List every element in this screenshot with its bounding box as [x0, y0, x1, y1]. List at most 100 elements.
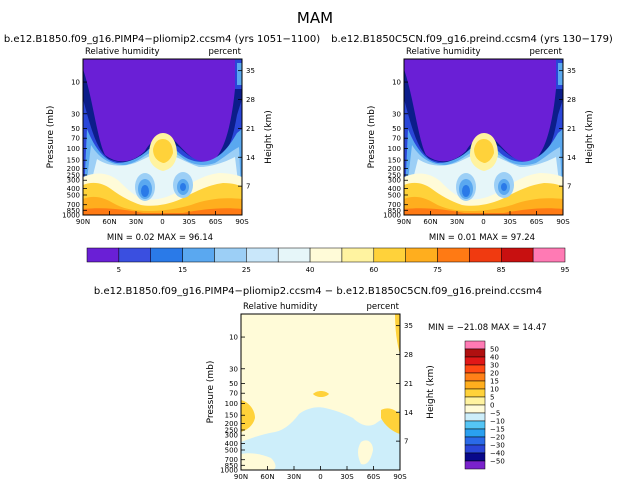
x-tick-label: 0 — [318, 473, 322, 481]
colorbar-difference-label: −20 — [490, 434, 505, 442]
colorbar-absolute-swatch — [469, 247, 502, 263]
y-tick-label: 100 — [225, 400, 238, 408]
panel-c-minmax: MIN = −21.08 MAX = 14.47 — [428, 323, 547, 333]
panel-b-right-label: percent — [529, 47, 562, 57]
colorbar-difference-label: 20 — [490, 370, 499, 378]
colorbar-absolute-swatch — [532, 247, 566, 263]
y-tick-label: 500 — [67, 191, 80, 199]
colorbar-absolute-swatch — [118, 247, 151, 263]
colorbar-absolute-label: 95 — [561, 266, 570, 274]
colorbar-absolute-swatch — [373, 247, 406, 263]
colorbar-difference-label: −10 — [490, 418, 505, 426]
panel-b-xaxis: 90N 60N 30N 0 30S 60S 90S — [397, 211, 570, 226]
y-tick-label: 30 — [71, 110, 80, 118]
panel-a-right-label: percent — [208, 47, 241, 57]
y-tick-label: 700 — [388, 201, 401, 209]
panel-b-title: b.e12.B1850C5CN.f09_g16.preind.ccsm4 (yr… — [331, 34, 613, 45]
y-tick-label: 250 — [67, 171, 80, 179]
y-tick-label: 200 — [67, 165, 80, 173]
y-tick-label: 850 — [388, 207, 401, 215]
x-tick-label: 90N — [234, 473, 248, 481]
x-tick-label: 60N — [423, 218, 437, 226]
y-tick-label: 30 — [229, 365, 238, 373]
y-tick-label: 1000 — [383, 212, 401, 220]
colorbar-difference-label: 10 — [490, 386, 499, 394]
colorbar-absolute-swatch — [501, 247, 534, 263]
y-tick-label: 300 — [388, 177, 401, 185]
colorbar-difference-label: −40 — [490, 450, 505, 458]
y2-tick-label: 14 — [246, 154, 255, 162]
x-tick-label: 60S — [530, 218, 544, 226]
panel-b-y2label: Height (km) — [585, 110, 595, 164]
colorbar-absolute-swatch — [182, 247, 215, 263]
y-tick-label: 400 — [67, 185, 80, 193]
y-tick-label: 70 — [71, 135, 80, 143]
x-tick-label: 90N — [76, 218, 90, 226]
y-tick-label: 1000 — [220, 467, 238, 475]
colorbar-absolute-swatch — [437, 247, 470, 263]
y-tick-label: 50 — [229, 380, 238, 388]
y-tick-label: 200 — [388, 165, 401, 173]
colorbar-absolute-label: 5 — [117, 266, 121, 274]
y-tick-label: 300 — [225, 432, 238, 440]
colorbar-difference-swatch — [464, 412, 486, 422]
panel-a-y2label: Height (km) — [264, 110, 274, 164]
colorbar-difference-label: −50 — [490, 458, 505, 466]
colorbar-absolute-swatch — [309, 247, 343, 263]
x-tick-label: 30N — [450, 218, 464, 226]
x-tick-label: 90S — [393, 473, 407, 481]
colorbar-difference-swatch — [464, 436, 486, 446]
y-tick-label: 150 — [67, 157, 80, 165]
colorbar-difference-swatch — [464, 356, 486, 366]
y-tick-label: 500 — [225, 446, 238, 454]
panel-c-right-label: percent — [366, 302, 399, 312]
colorbar-difference-label: 30 — [490, 362, 499, 370]
colorbar-difference-swatch — [464, 396, 486, 406]
x-tick-label: 60N — [102, 218, 116, 226]
panel-a-title: b.e12.B1850.f09_g16.PIMP4−pliomip2.ccsm4… — [4, 34, 320, 45]
y-tick-label: 1000 — [62, 212, 80, 220]
colorbar-absolute-label: 25 — [242, 266, 251, 274]
panel-b: b.e12.B1850C5CN.f09_g16.preind.ccsm4 (yr… — [331, 34, 613, 243]
colorbar-difference-label: 5 — [490, 394, 494, 402]
panel-a: b.e12.B1850.f09_g16.PIMP4−pliomip2.ccsm4… — [4, 34, 320, 243]
panel-b-left-label: Relative humidity — [406, 47, 481, 57]
y-tick-label: 10 — [392, 79, 401, 87]
panel-b-minmax: MIN = 0.01 MAX = 97.24 — [429, 233, 535, 243]
x-tick-label: 30S — [340, 473, 354, 481]
panel-c-xaxis: 90N 60N 30N 0 30S 60S 90S — [234, 466, 407, 481]
y2-tick-label: 35 — [246, 67, 255, 75]
colorbar-absolute-label: 40 — [306, 266, 315, 274]
colorbar-absolute-label: 75 — [433, 266, 442, 274]
y-tick-label: 700 — [67, 201, 80, 209]
colorbar-absolute-label: 85 — [497, 266, 506, 274]
y2-tick-label: 21 — [246, 125, 255, 133]
panel-a-xaxis: 90N 60N 30N 0 30S 60S 90S — [76, 211, 249, 226]
x-tick-label: 90S — [235, 218, 249, 226]
x-tick-label: 60S — [209, 218, 223, 226]
y2-tick-label: 28 — [404, 351, 413, 359]
y-tick-label: 10 — [229, 334, 238, 342]
panel-c-y2label: Height (km) — [426, 365, 436, 419]
x-tick-label: 30N — [129, 218, 143, 226]
colorbar-difference-label: −15 — [490, 426, 505, 434]
colorbar-difference-swatch — [464, 388, 486, 398]
colorbar-difference-swatch — [464, 404, 486, 414]
y-tick-label: 150 — [388, 157, 401, 165]
y-tick-label: 70 — [392, 135, 401, 143]
y2-tick-label: 7 — [246, 183, 250, 191]
panel-c-y2axis: 35 28 21 14 7 — [396, 322, 413, 446]
panel-a-left-label: Relative humidity — [85, 47, 160, 57]
colorbar-difference-label: 0 — [490, 402, 494, 410]
y2-tick-label: 28 — [246, 96, 255, 104]
y2-tick-label: 7 — [404, 438, 408, 446]
panel-c-title: b.e12.B1850.f09_g16.PIMP4−pliomip2.ccsm4… — [94, 286, 542, 297]
colorbar-absolute-swatch — [341, 247, 375, 263]
x-tick-label: 90N — [397, 218, 411, 226]
x-tick-label: 0 — [481, 218, 485, 226]
colorbar-difference-swatch — [464, 444, 486, 454]
colorbar-difference-swatch — [464, 420, 486, 430]
panel-c-field — [241, 314, 400, 470]
